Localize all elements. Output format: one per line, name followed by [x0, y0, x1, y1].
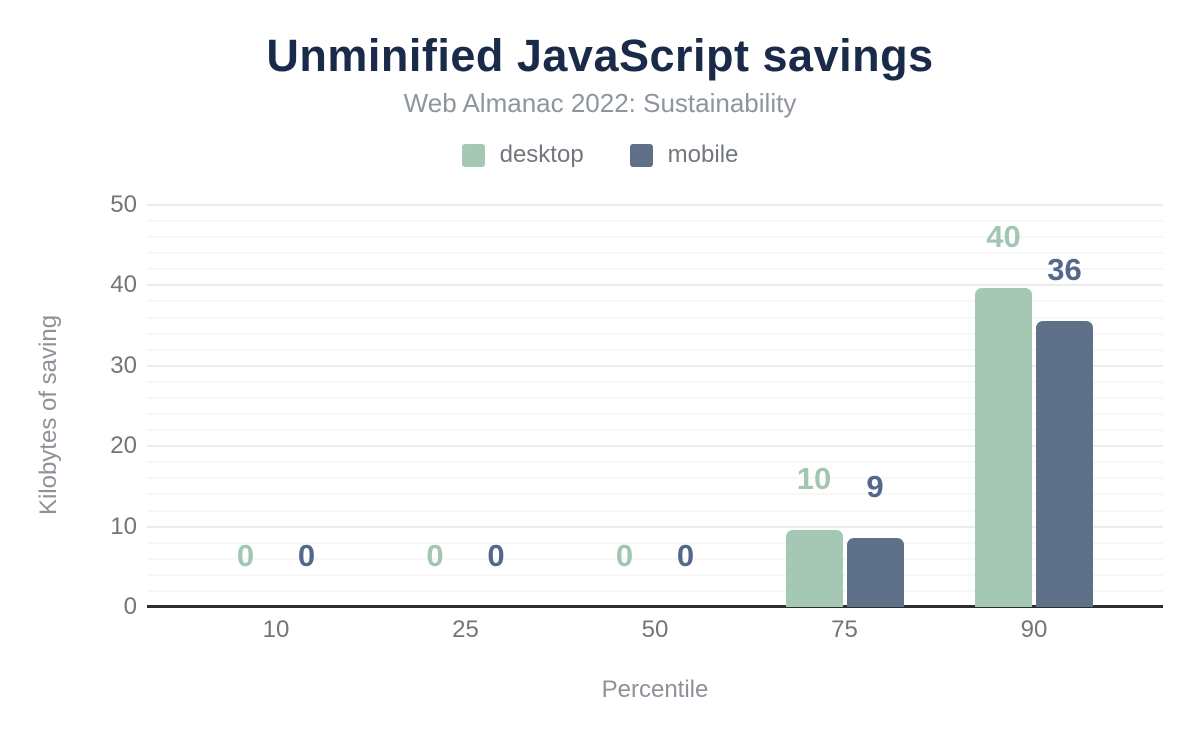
bar-desktop-p75[interactable]: [785, 529, 843, 607]
value-label-mobile-p25: 0: [487, 538, 505, 573]
gridline-26: [147, 396, 1163, 399]
value-label-desktop-p90: 40: [986, 218, 1021, 254]
gridline-46: [147, 236, 1163, 239]
y-tick-0: 0: [123, 593, 137, 620]
gridline-4: [147, 573, 1163, 576]
gridline-28: [147, 380, 1163, 383]
gridline-50: [147, 204, 1163, 206]
x-axis-title: Percentile: [601, 676, 709, 703]
value-label-desktop-p10: 0: [236, 538, 255, 573]
value-label-mobile-p90: 36: [1047, 251, 1082, 287]
gridline-14: [147, 493, 1163, 496]
y-tick-20: 20: [110, 432, 137, 460]
legend-item-desktop: desktop: [461, 141, 584, 169]
y-tick-10: 10: [110, 512, 137, 540]
bar-mobile-p75[interactable]: [846, 537, 904, 607]
gridline-36: [147, 316, 1163, 319]
gridline-34: [147, 332, 1163, 335]
chart-title: Unminified JavaScript savings: [266, 30, 934, 81]
gridline-18: [147, 461, 1163, 464]
gridline-2: [147, 589, 1163, 592]
gridline-12: [147, 509, 1163, 512]
legend-label-desktop: desktop: [499, 141, 584, 168]
legend-label-mobile: mobile: [667, 141, 739, 168]
legend-swatch-desktop: [461, 143, 485, 167]
gridline-48: [147, 220, 1163, 223]
gridline-16: [147, 477, 1163, 480]
x-axis-line: [147, 605, 1163, 608]
gridline-6: [147, 557, 1163, 560]
y-tick-30: 30: [110, 351, 137, 379]
value-label-mobile-p50: 0: [676, 538, 695, 573]
value-label-desktop-p25: 0: [426, 538, 444, 573]
value-label-mobile-p75: 9: [866, 468, 884, 504]
y-axis-ticks: 0 10 20 30 40 50: [0, 191, 137, 620]
x-tick-p75: 75: [831, 616, 858, 643]
bar-mobile-p90[interactable]: [1036, 320, 1093, 607]
gridline-44: [147, 252, 1163, 255]
gridline-40: [147, 284, 1163, 287]
value-label-desktop-p75: 10: [796, 460, 832, 496]
value-label-desktop-p50: 0: [615, 538, 634, 573]
y-tick-50: 50: [110, 191, 137, 218]
x-tick-p10: 10: [262, 616, 290, 643]
x-tick-p90: 90: [1020, 616, 1048, 643]
value-label-mobile-p10: 0: [297, 538, 316, 573]
x-axis-ticks: 10 25 50 75 90: [147, 616, 1163, 646]
gridline-38: [147, 300, 1163, 303]
gridline-32: [147, 348, 1163, 351]
gridline-30: [147, 364, 1163, 367]
bar-desktop-p90[interactable]: [975, 287, 1032, 607]
gridline-22: [147, 429, 1163, 432]
gridline-10: [147, 525, 1163, 528]
gridline-20: [147, 445, 1163, 448]
legend: desktop mobile: [0, 141, 1200, 169]
gridline-24: [147, 413, 1163, 416]
bar-group-p75: [785, 529, 904, 607]
legend-item-mobile: mobile: [629, 141, 739, 169]
gridline-42: [147, 268, 1163, 271]
gridline-8: [147, 541, 1163, 544]
bar-group-p90: [975, 287, 1093, 607]
plot-area: 0 0 0 0 0 0 10 9 40 36: [147, 204, 1163, 608]
chart-subtitle: Web Almanac 2022: Sustainability: [403, 88, 797, 118]
x-tick-p25: 25: [452, 616, 479, 643]
x-tick-p50: 50: [641, 616, 669, 643]
legend-swatch-mobile: [629, 143, 653, 167]
y-tick-40: 40: [110, 271, 137, 299]
